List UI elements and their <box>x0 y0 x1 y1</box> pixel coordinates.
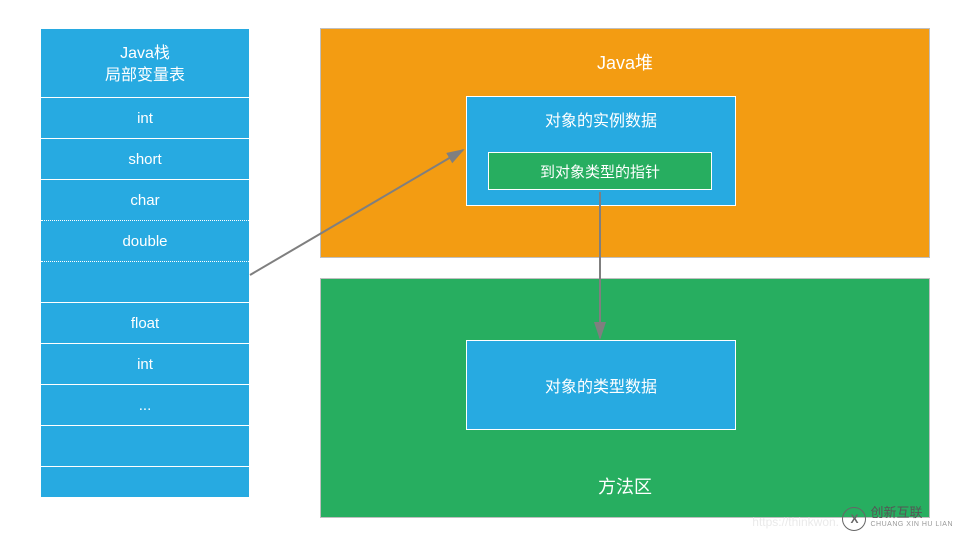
object-type-data-label: 对象的类型数据 <box>545 373 657 397</box>
type-pointer-label: 到对象类型的指针 <box>540 161 660 182</box>
object-instance-title: 对象的实例数据 <box>467 97 735 139</box>
watermark: X 创新互联 CHUANG XIN HU LIAN <box>842 507 953 531</box>
stack-cell: int <box>41 97 249 138</box>
watermark-logo-icon: X <box>842 507 866 531</box>
stack-cell: short <box>41 138 249 179</box>
stack-cell-double-bottom <box>41 261 249 302</box>
type-pointer-box: 到对象类型的指针 <box>488 152 712 190</box>
stack-cell: float <box>41 302 249 343</box>
stack-header: Java栈 局部变量表 <box>41 29 249 97</box>
stack-cell: ... <box>41 384 249 425</box>
stack-cell-double-top: double <box>41 220 249 261</box>
object-type-data-box: 对象的类型数据 <box>466 340 736 430</box>
stack-cell: int <box>41 343 249 384</box>
heap-title: Java堆 <box>321 49 929 75</box>
method-area-title: 方法区 <box>321 473 929 499</box>
stack-cell <box>41 466 249 507</box>
faint-watermark-url: https://thinkwon. <box>752 515 839 529</box>
java-stack-panel: Java栈 局部变量表 int short char double float … <box>40 28 250 498</box>
stack-cell: char <box>41 179 249 220</box>
stack-cell <box>41 425 249 466</box>
watermark-text: 创新互联 CHUANG XIN HU LIAN <box>870 507 953 531</box>
stack-title-1: Java栈 <box>41 43 249 65</box>
stack-title-2: 局部变量表 <box>41 65 249 87</box>
